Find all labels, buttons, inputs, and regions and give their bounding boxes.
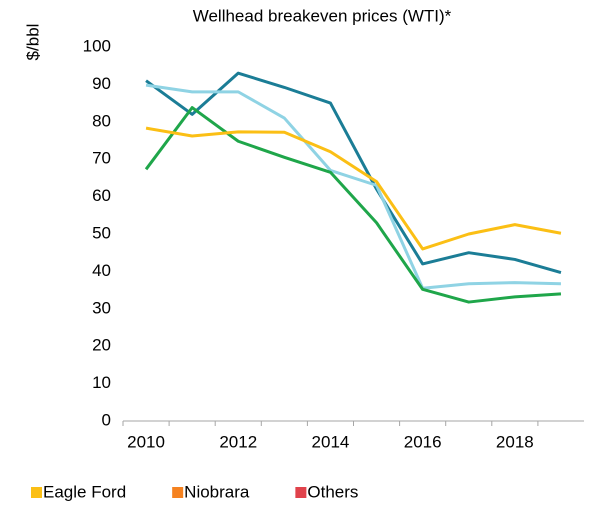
y-tick-label: 0 bbox=[102, 410, 111, 429]
x-tick-label: 2012 bbox=[219, 432, 257, 451]
legend-swatch bbox=[31, 487, 42, 498]
chart-title: Wellhead breakeven prices (WTI)* bbox=[193, 6, 452, 25]
series-line bbox=[145, 71, 562, 274]
y-tick-label: 80 bbox=[92, 111, 111, 130]
legend-swatch bbox=[172, 487, 184, 498]
y-tick-label: 10 bbox=[92, 373, 111, 392]
y-tick-label: 30 bbox=[92, 298, 111, 317]
x-tick-label: 2010 bbox=[127, 432, 165, 451]
legend-label: Eagle Ford bbox=[43, 482, 126, 501]
x-tick-label: 2014 bbox=[312, 432, 350, 451]
series-line bbox=[145, 126, 562, 251]
series-line bbox=[145, 83, 561, 290]
y-tick-label: 40 bbox=[92, 261, 111, 280]
y-tick-label: 100 bbox=[83, 36, 111, 55]
y-axis-label: $/bbl bbox=[23, 24, 42, 61]
series-line bbox=[144, 106, 562, 304]
y-tick-label: 50 bbox=[92, 223, 111, 242]
x-tick-label: 2016 bbox=[404, 432, 442, 451]
legend-label: Others bbox=[307, 482, 358, 501]
legend-label: Niobrara bbox=[184, 482, 250, 501]
legend-swatch bbox=[295, 487, 307, 498]
y-tick-label: 70 bbox=[92, 149, 111, 168]
y-tick-label: 60 bbox=[92, 186, 111, 205]
y-tick-label: 90 bbox=[92, 74, 111, 93]
y-tick-label: 20 bbox=[92, 336, 111, 355]
x-tick-label: 2018 bbox=[496, 432, 534, 451]
